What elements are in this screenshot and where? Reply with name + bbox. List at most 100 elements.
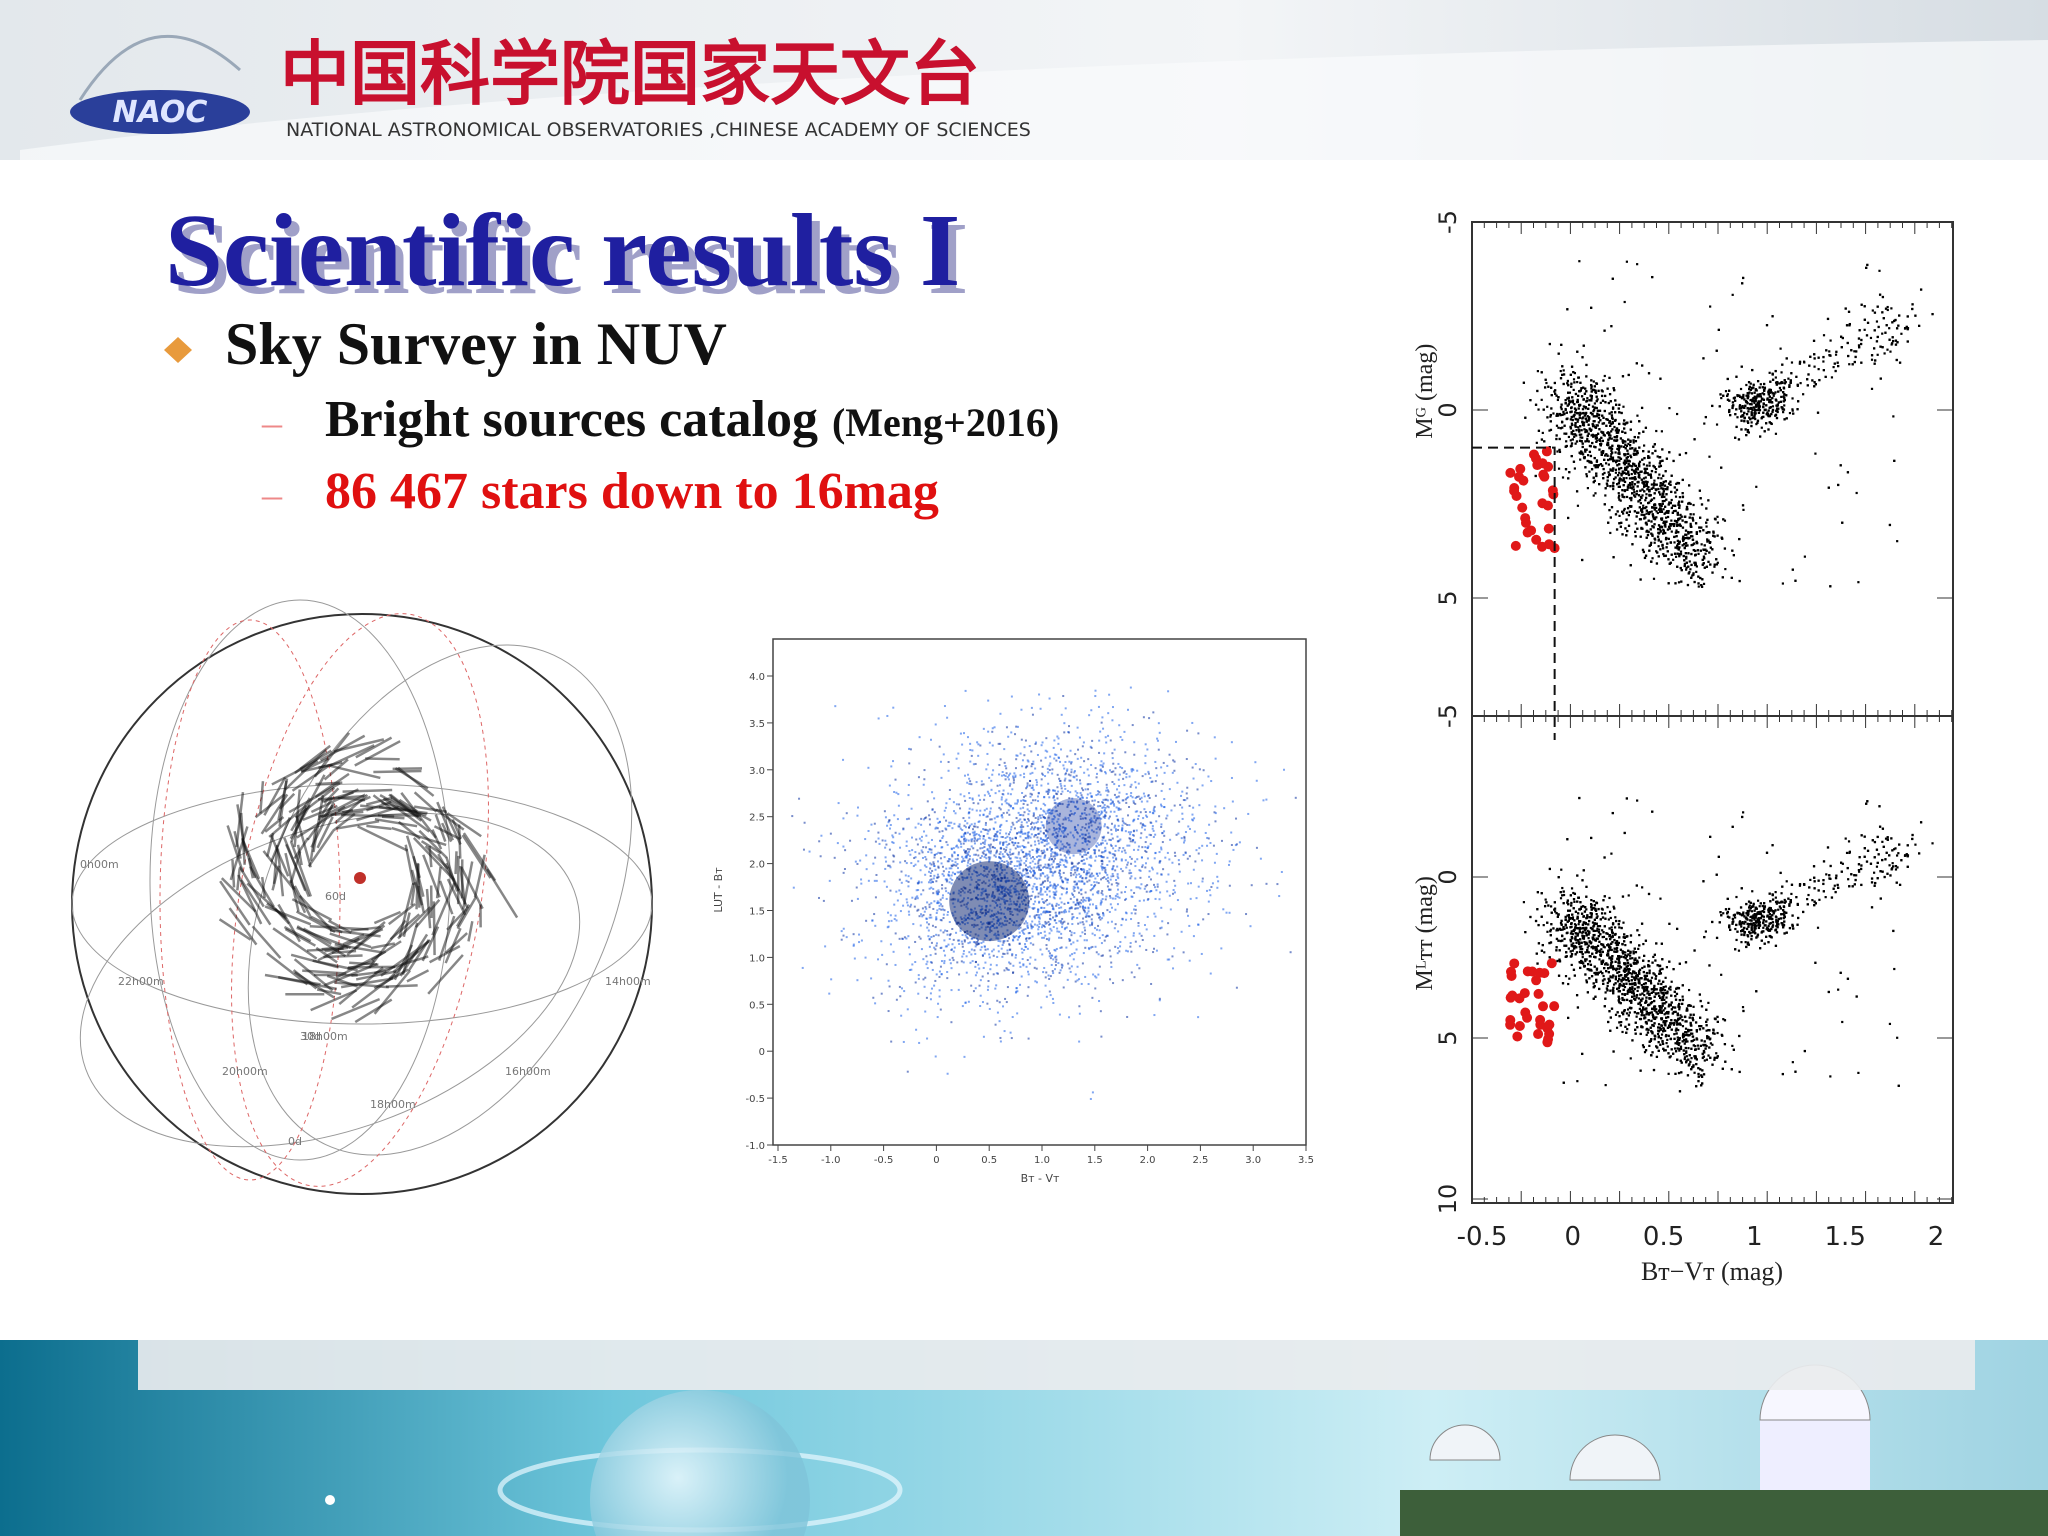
scatter-dot <box>1045 838 1048 841</box>
scatter-dot <box>1008 937 1011 940</box>
scatter-dot <box>1031 907 1034 910</box>
scatter-dot <box>1154 794 1157 797</box>
scatter-dot <box>1091 799 1094 802</box>
scatter-dot <box>983 809 986 812</box>
scatter-dot <box>1014 802 1017 805</box>
scatter-dot <box>1048 828 1051 831</box>
scatter-dot <box>1021 951 1024 954</box>
scatter-dot <box>1125 866 1128 869</box>
scatter-dot <box>1024 868 1027 871</box>
scatter-dot <box>1158 898 1161 901</box>
scatter-dot <box>1125 797 1128 800</box>
scatter-dot <box>1035 779 1038 782</box>
scatter-dot <box>1138 967 1141 970</box>
scatter-dot <box>1113 810 1116 813</box>
scatter-dot <box>1125 912 1128 915</box>
scan-stroke <box>454 851 458 875</box>
scatter-dot <box>1065 865 1068 868</box>
scatter-dot <box>1139 811 1142 814</box>
scatter-dot <box>910 807 913 810</box>
scatter-dot <box>1116 903 1119 906</box>
scatter-dot <box>1091 739 1094 742</box>
scatter-dot <box>1130 971 1133 974</box>
scatter-dot <box>944 945 947 948</box>
scatter-dot <box>1116 893 1119 896</box>
scatter-dot <box>1032 943 1035 946</box>
scatter-dot <box>1034 799 1037 802</box>
scatter-dot <box>961 934 964 937</box>
scatter-dot <box>1032 760 1035 763</box>
scatter-dot <box>1080 982 1083 985</box>
scatter-dot <box>1008 836 1011 839</box>
scatter-dot <box>945 890 948 893</box>
scatter-dot <box>1110 771 1113 774</box>
scatter-dot <box>910 968 913 971</box>
scatter-dot <box>1023 949 1026 952</box>
scan-stroke <box>266 952 309 986</box>
scatter-dot <box>1027 841 1030 844</box>
scatter-dot <box>980 946 983 949</box>
scatter-dot <box>1025 872 1028 875</box>
scatter-dot <box>1084 851 1087 854</box>
scatter-dot <box>1073 890 1076 893</box>
scatter-dot <box>944 878 947 881</box>
scatter-dot <box>1041 765 1044 768</box>
scatter-dot <box>1030 750 1033 753</box>
scatter-dot <box>1083 853 1086 856</box>
scatter-dot <box>925 834 928 837</box>
scatter-dot <box>973 842 976 845</box>
scatter-dot <box>1033 866 1036 869</box>
scatter-dot <box>1124 886 1127 889</box>
scan-stroke <box>458 865 467 905</box>
scatter-dot <box>1009 772 1012 775</box>
scatter-dot <box>840 938 843 941</box>
scatter-dot <box>1134 802 1137 805</box>
scatter-dot <box>1086 768 1089 771</box>
scatter-dot <box>993 817 996 820</box>
scatter-dot <box>1079 815 1082 818</box>
scatter-dot <box>1042 816 1045 819</box>
scatter-dot <box>1042 773 1045 776</box>
scatter-dot <box>964 852 967 855</box>
scatter-dot <box>999 784 1002 787</box>
scatter-dot <box>1064 826 1067 829</box>
scatter-dot <box>952 950 955 953</box>
scatter-dot <box>1030 871 1033 874</box>
scatter-dot <box>1025 860 1028 863</box>
scatter-dot <box>1049 867 1052 870</box>
scatter-dot <box>1051 768 1054 771</box>
scatter-dot <box>1042 971 1045 974</box>
scatter-dot <box>1093 816 1096 819</box>
scatter-dot <box>929 998 932 1001</box>
scatter-dot <box>1087 783 1090 786</box>
scan-stroke <box>460 866 484 910</box>
scatter-dot <box>1062 818 1065 821</box>
scatter-dot <box>997 939 1000 942</box>
scatter-dot <box>936 902 939 905</box>
dash: – <box>261 472 283 517</box>
scatter-dot <box>1146 800 1149 803</box>
scatter-dot <box>1212 844 1215 847</box>
scatter-dot <box>867 829 870 832</box>
scatter-dot <box>1158 997 1161 1000</box>
scatter-dot <box>982 1035 985 1038</box>
scatter-dot <box>1083 862 1086 865</box>
scatter-dot <box>943 809 946 812</box>
scatter-dot <box>1130 768 1133 771</box>
scatter-dot <box>947 824 950 827</box>
scan-stroke <box>266 902 287 919</box>
x-tick-label: 2.5 <box>1192 1155 1208 1166</box>
scatter-dot <box>930 916 933 919</box>
scatter-dot <box>938 904 941 907</box>
scatter-dot <box>1059 779 1062 782</box>
scatter-dot <box>1027 986 1030 989</box>
scatter-dot <box>1048 952 1051 955</box>
scatter-dot <box>1038 920 1041 923</box>
scatter-dot <box>936 900 939 903</box>
scatter-dot <box>1018 942 1021 945</box>
scatter-dot <box>1066 789 1069 792</box>
scatter-dot <box>1074 753 1077 756</box>
scatter-dot <box>1106 909 1109 912</box>
scan-stroke <box>323 758 349 781</box>
scatter-dot <box>995 831 998 834</box>
